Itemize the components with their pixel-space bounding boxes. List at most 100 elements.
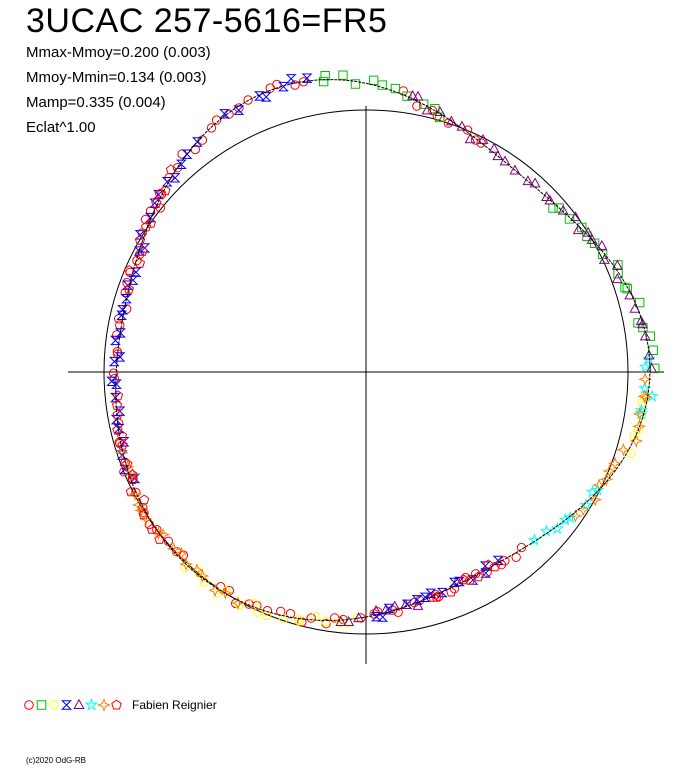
data-point bbox=[115, 320, 125, 330]
data-point bbox=[139, 494, 150, 505]
data-point bbox=[568, 509, 583, 523]
data-point bbox=[125, 467, 140, 482]
data-point bbox=[311, 611, 321, 622]
data-point bbox=[152, 189, 164, 200]
stat-mmoy-mmin: Mmoy-Mmin=0.134 (0.003) bbox=[26, 69, 207, 86]
legend-marker-star bbox=[84, 697, 99, 711]
data-point bbox=[471, 569, 481, 579]
data-point bbox=[160, 185, 171, 196]
data-point bbox=[368, 75, 379, 85]
data-point bbox=[111, 379, 122, 389]
series-2-circle bbox=[180, 393, 650, 628]
data-point bbox=[638, 372, 653, 387]
data-point bbox=[458, 574, 469, 585]
data-point bbox=[563, 510, 578, 524]
data-point bbox=[161, 177, 173, 187]
data-point bbox=[370, 604, 382, 615]
data-point bbox=[123, 283, 134, 294]
data-point bbox=[293, 615, 303, 625]
data-point bbox=[132, 255, 142, 266]
data-point bbox=[278, 614, 289, 624]
data-point bbox=[306, 613, 316, 623]
data-point bbox=[558, 512, 572, 526]
data-point bbox=[585, 484, 600, 498]
data-point bbox=[579, 497, 593, 511]
data-point bbox=[338, 70, 348, 80]
data-point bbox=[122, 278, 132, 288]
data-point bbox=[350, 79, 361, 89]
data-point bbox=[111, 399, 123, 410]
data-point bbox=[109, 374, 120, 384]
data-point bbox=[285, 74, 297, 84]
data-point bbox=[138, 509, 149, 520]
series-3-hourglass bbox=[106, 73, 504, 622]
data-point bbox=[152, 525, 162, 535]
data-point bbox=[427, 105, 438, 116]
data-point bbox=[412, 90, 424, 101]
legend-marker-triangle bbox=[73, 698, 85, 709]
legend-marker-circle bbox=[49, 700, 59, 710]
data-point bbox=[181, 149, 193, 159]
data-point bbox=[639, 330, 651, 341]
stat-mmax-mmoy: Mmax-Mmoy=0.200 (0.003) bbox=[26, 44, 211, 61]
data-point bbox=[632, 406, 647, 421]
data-point bbox=[492, 150, 504, 161]
data-point bbox=[611, 259, 623, 270]
data-point bbox=[602, 464, 617, 478]
data-point bbox=[112, 424, 123, 435]
data-point bbox=[564, 214, 575, 224]
data-point bbox=[120, 459, 135, 474]
data-point bbox=[243, 95, 253, 105]
data-point bbox=[318, 76, 329, 87]
data-point bbox=[320, 70, 330, 81]
legend-marker-star4 bbox=[96, 697, 112, 713]
data-point bbox=[421, 104, 433, 115]
series-1-square bbox=[318, 70, 660, 374]
data-point bbox=[106, 376, 118, 387]
data-point bbox=[154, 533, 165, 544]
legend-label: Fabien Reignier bbox=[132, 698, 217, 712]
data-point bbox=[448, 577, 460, 588]
data-point bbox=[329, 613, 340, 623]
data-point bbox=[254, 91, 265, 101]
data-point bbox=[576, 502, 591, 517]
data-point bbox=[122, 458, 133, 469]
data-point bbox=[636, 410, 647, 421]
data-point bbox=[611, 273, 623, 284]
data-points bbox=[106, 70, 660, 629]
chart-title: 3UCAC 257-5616=FR5 bbox=[26, 2, 388, 40]
data-point bbox=[489, 561, 501, 572]
data-point bbox=[301, 73, 313, 83]
data-point bbox=[113, 423, 125, 434]
series-5-triangle bbox=[335, 89, 658, 626]
data-point bbox=[624, 289, 636, 300]
data-point bbox=[260, 92, 272, 102]
copyright: (c)2020 OdG-RB bbox=[26, 756, 87, 765]
data-point bbox=[290, 80, 300, 90]
data-point bbox=[425, 588, 437, 599]
data-point bbox=[370, 611, 382, 622]
data-point bbox=[590, 483, 605, 496]
data-point bbox=[172, 163, 183, 173]
series-7-pentagon bbox=[111, 164, 501, 602]
data-point bbox=[166, 541, 181, 556]
data-point bbox=[400, 599, 412, 609]
data-point bbox=[398, 86, 408, 96]
data-point bbox=[544, 194, 556, 205]
legend-marker-circle bbox=[24, 700, 34, 710]
data-point bbox=[137, 245, 148, 256]
data-point bbox=[278, 81, 289, 92]
data-point bbox=[353, 612, 365, 623]
data-point bbox=[145, 217, 157, 228]
data-point bbox=[211, 115, 222, 125]
data-point bbox=[646, 362, 658, 373]
data-point bbox=[629, 302, 641, 313]
series-6-star4 bbox=[114, 372, 654, 610]
data-point bbox=[343, 616, 355, 626]
legend: Fabien Reignier bbox=[22, 697, 217, 713]
data-point bbox=[516, 542, 527, 553]
stat-eclat: Eclat^1.00 bbox=[26, 119, 96, 136]
data-point bbox=[112, 390, 124, 401]
data-point bbox=[418, 99, 429, 109]
